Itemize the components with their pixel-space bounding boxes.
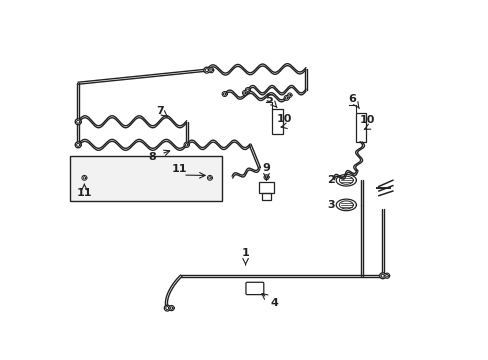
- Text: 10: 10: [359, 115, 374, 125]
- Polygon shape: [170, 307, 172, 309]
- Polygon shape: [83, 177, 85, 179]
- Polygon shape: [223, 93, 225, 95]
- Bar: [261, 193, 270, 200]
- Text: 5: 5: [264, 94, 272, 104]
- Polygon shape: [77, 143, 80, 147]
- Text: 1: 1: [241, 248, 249, 258]
- Polygon shape: [185, 144, 187, 146]
- Polygon shape: [209, 69, 212, 71]
- Text: 7: 7: [156, 106, 164, 116]
- Polygon shape: [265, 176, 267, 179]
- Text: 4: 4: [270, 298, 278, 309]
- Text: 11: 11: [171, 164, 186, 174]
- Polygon shape: [208, 177, 211, 179]
- Bar: [258, 182, 274, 193]
- Polygon shape: [165, 307, 168, 310]
- Polygon shape: [246, 89, 249, 91]
- Polygon shape: [385, 274, 387, 277]
- Bar: [271, 109, 282, 134]
- Polygon shape: [285, 97, 287, 99]
- Polygon shape: [243, 92, 245, 94]
- Bar: [70, 156, 221, 201]
- Text: 2: 2: [326, 175, 334, 185]
- Text: 9: 9: [262, 163, 270, 173]
- Polygon shape: [77, 120, 80, 123]
- Text: 10: 10: [276, 114, 291, 123]
- Text: 11: 11: [77, 188, 92, 198]
- Polygon shape: [288, 94, 290, 96]
- Polygon shape: [205, 69, 208, 72]
- Text: 3: 3: [326, 200, 334, 210]
- Text: 8: 8: [148, 152, 156, 162]
- Bar: [355, 112, 366, 142]
- Polygon shape: [381, 274, 384, 277]
- Text: 6: 6: [348, 94, 356, 104]
